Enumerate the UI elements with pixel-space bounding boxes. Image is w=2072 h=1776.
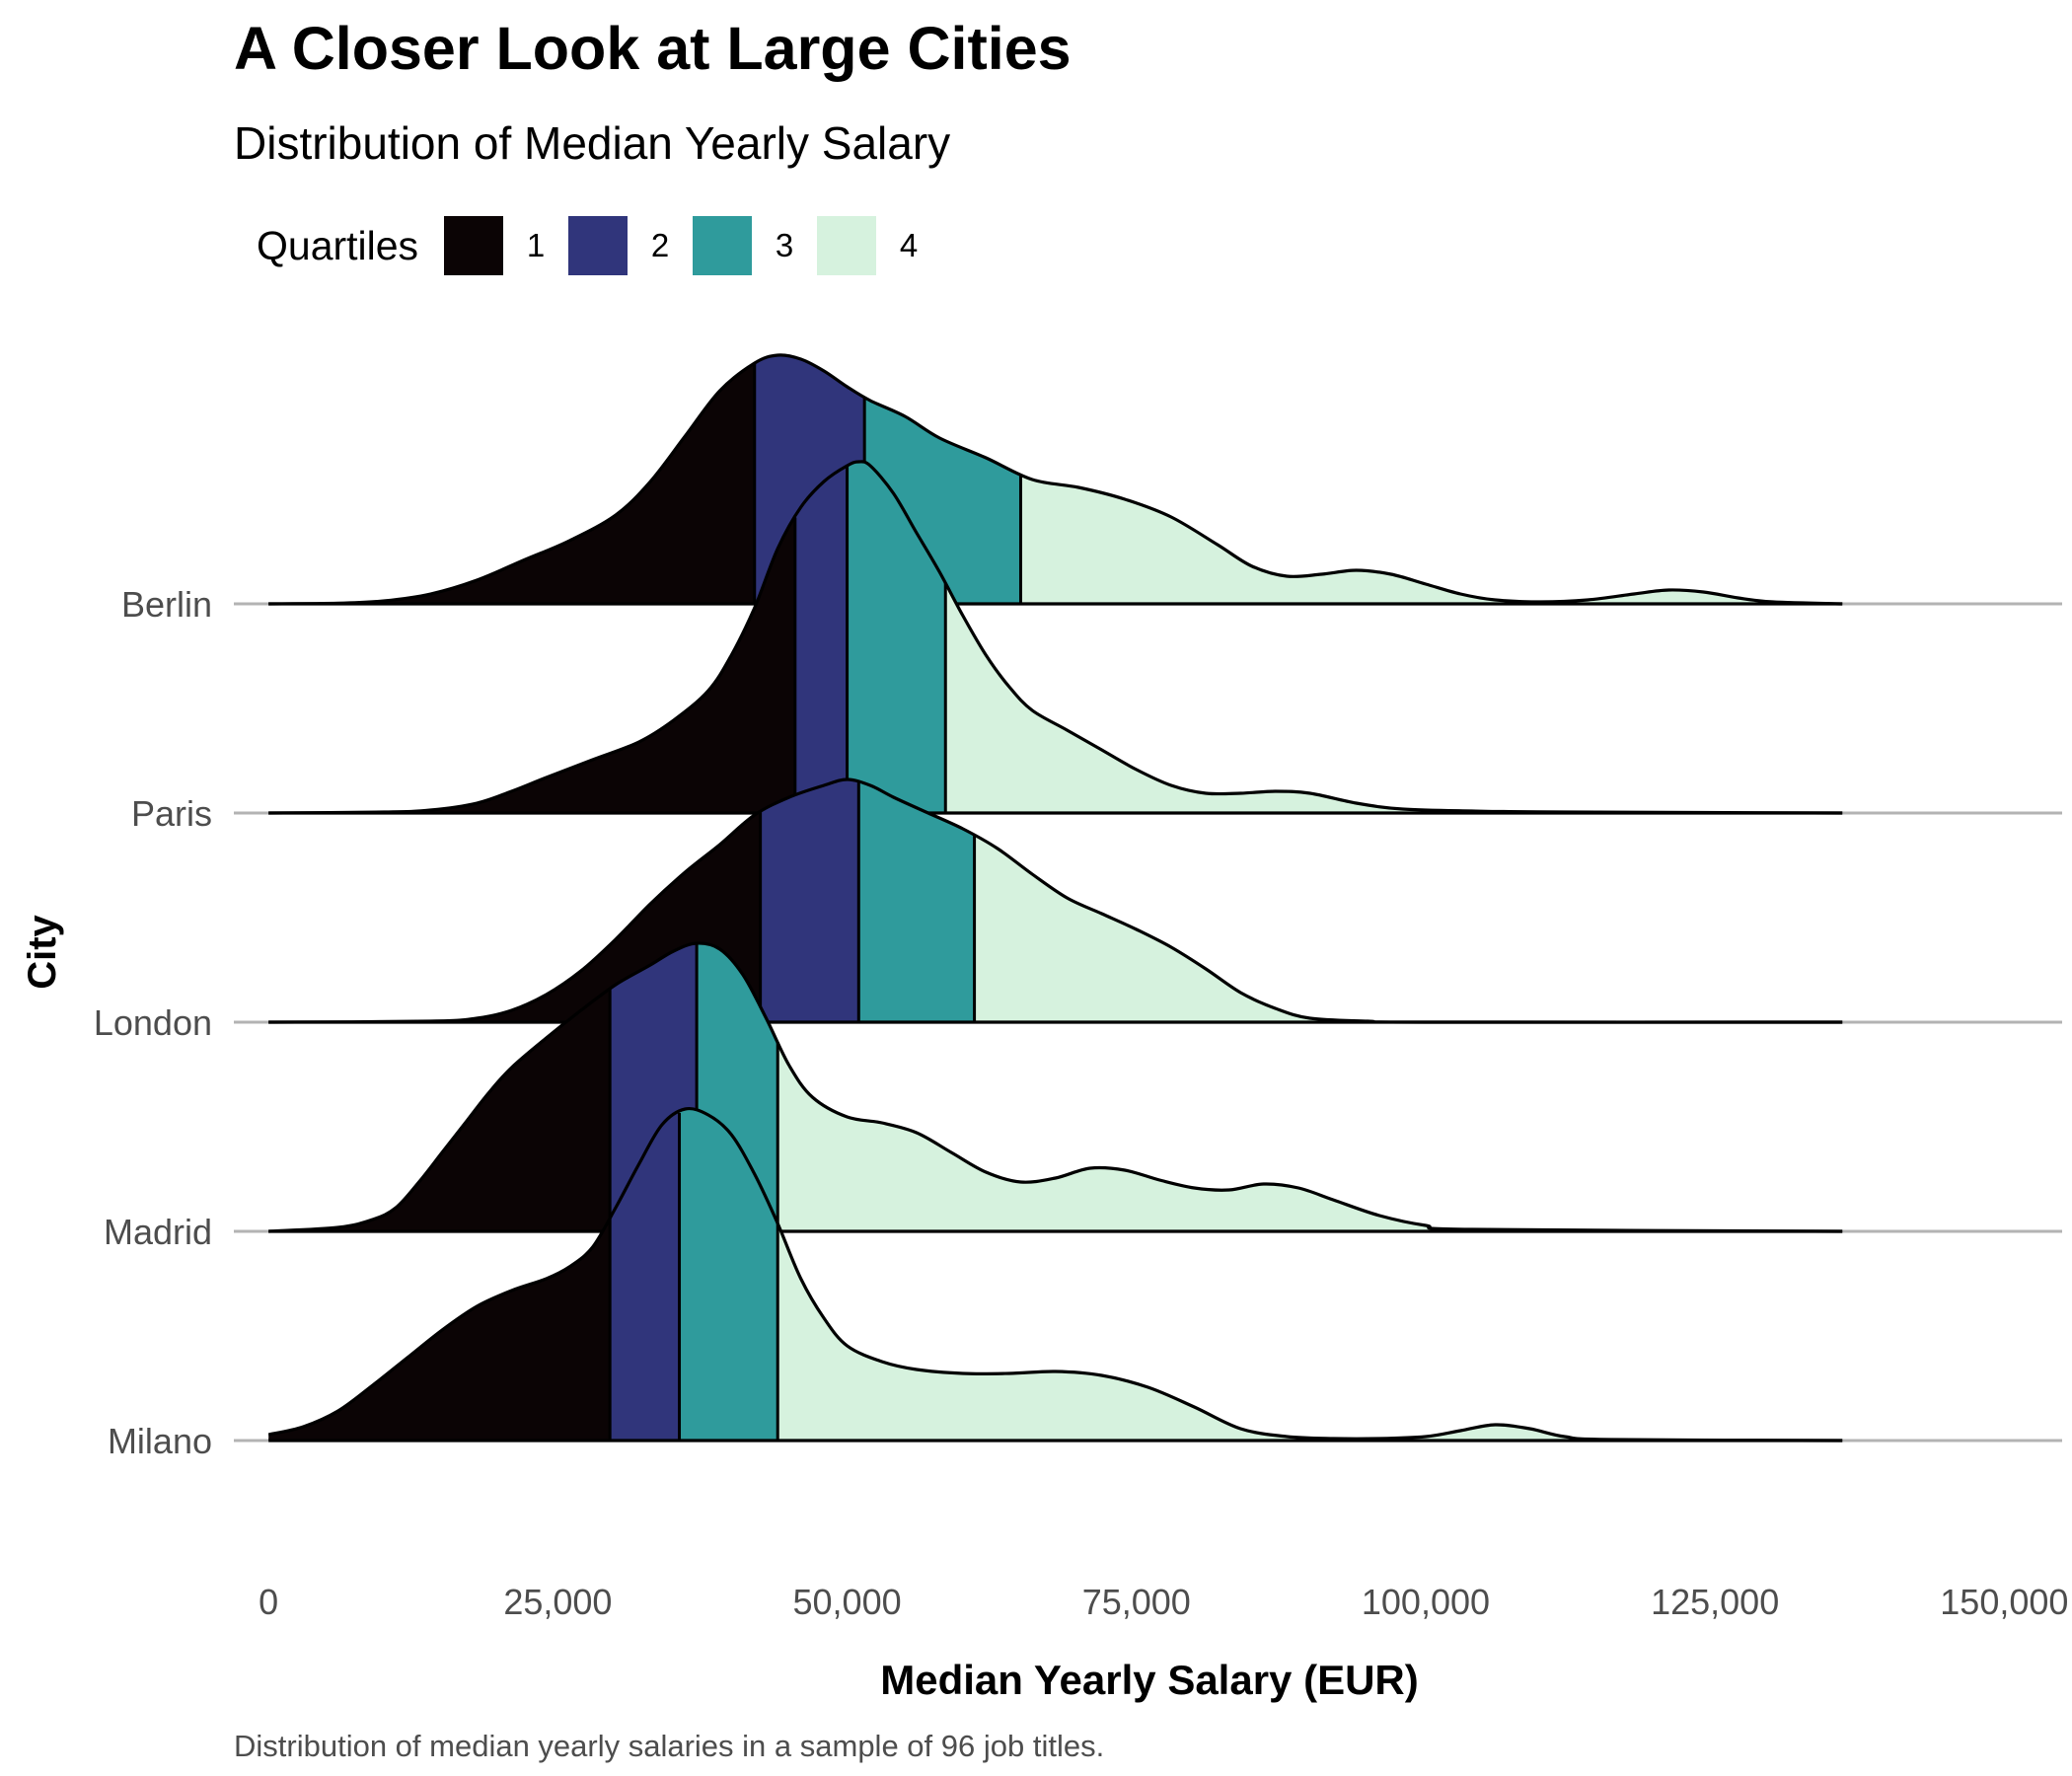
ridge-madrid-quartile-4	[777, 1042, 1843, 1231]
ridge-madrid-outline	[268, 941, 1843, 1233]
x-tick-125000: 125,000	[1651, 1582, 1779, 1622]
ridges	[267, 353, 1843, 1443]
legend-item-3: 3	[693, 216, 817, 275]
ridge-milano-outline	[267, 1106, 1843, 1443]
ridge-madrid	[268, 941, 1843, 1233]
legend-title: Quartiles	[257, 222, 419, 268]
legend: Quartiles 1 2 3 4	[257, 215, 941, 276]
ridge-london-outline	[268, 777, 1843, 1024]
legend-key-4	[817, 216, 877, 275]
ridge-berlin-quartile-1	[268, 363, 755, 604]
legend-key-3	[693, 216, 753, 275]
y-tick-paris: Paris	[131, 793, 212, 834]
chart-title: A Closer Look at Large Cities	[234, 15, 1072, 82]
ridge-paris-quartile-2	[794, 466, 848, 813]
chart-subtitle: Distribution of Median Yearly Salary	[234, 117, 951, 169]
ridge-london-quartile-3	[858, 782, 975, 1022]
ridge-milano-quartile-2	[610, 1113, 680, 1441]
y-tick-london: London	[94, 1002, 212, 1043]
x-tick-75000: 75,000	[1082, 1582, 1191, 1622]
y-tick-madrid: Madrid	[104, 1212, 212, 1252]
ridge-paris-quartile-4	[945, 583, 1843, 813]
legend-key-1	[444, 216, 504, 275]
ridge-london	[268, 777, 1843, 1024]
legend-item-1: 1	[444, 216, 568, 275]
legend-label-1: 1	[526, 227, 546, 263]
legend-item-2: 2	[568, 216, 693, 275]
legend-item-4: 4	[817, 216, 941, 275]
ridge-london-quartile-1	[268, 811, 761, 1022]
x-tick-100000: 100,000	[1362, 1582, 1490, 1622]
y-axis-label: City	[21, 914, 64, 989]
x-tick-50000: 50,000	[793, 1582, 902, 1622]
legend-label-3: 3	[775, 227, 794, 263]
x-tick-25000: 25,000	[503, 1582, 612, 1622]
ridge-berlin-quartile-4	[1020, 474, 1843, 604]
ridge-berlin	[268, 353, 1843, 606]
x-tick-150000: 150,000	[1940, 1582, 2068, 1622]
ridge-milano-quartile-4	[777, 1223, 1843, 1441]
ridge-milano-quartile-1	[268, 1218, 611, 1441]
legend-label-4: 4	[899, 227, 919, 263]
caption: Distribution of median yearly salaries i…	[234, 1729, 1105, 1763]
y-tick-labels: Berlin Paris London Madrid Milano	[94, 584, 212, 1461]
ridge-madrid-quartile-1	[268, 989, 611, 1231]
ridge-milano	[267, 1106, 1843, 1443]
ridge-paris-quartile-3	[847, 461, 946, 813]
ridge-paris-quartile-1	[268, 517, 795, 813]
y-tick-berlin: Berlin	[121, 584, 212, 625]
ridge-paris	[268, 460, 1843, 815]
x-axis-label: Median Yearly Salary (EUR)	[880, 1657, 1418, 1703]
ridge-paris-outline	[268, 460, 1843, 815]
y-tick-milano: Milano	[108, 1421, 212, 1461]
legend-key-2	[568, 216, 629, 275]
ridge-milano-quartile-3	[679, 1108, 778, 1441]
x-tick-labels: 0 25,000 50,000 75,000 100,000 125,000 150,000	[259, 1582, 2068, 1622]
ridge-london-quartile-4	[974, 835, 1843, 1023]
x-tick-0: 0	[259, 1582, 278, 1622]
ridge-london-quartile-2	[760, 778, 859, 1022]
ridge-berlin-outline	[268, 353, 1843, 606]
legend-label-2: 2	[650, 227, 670, 263]
